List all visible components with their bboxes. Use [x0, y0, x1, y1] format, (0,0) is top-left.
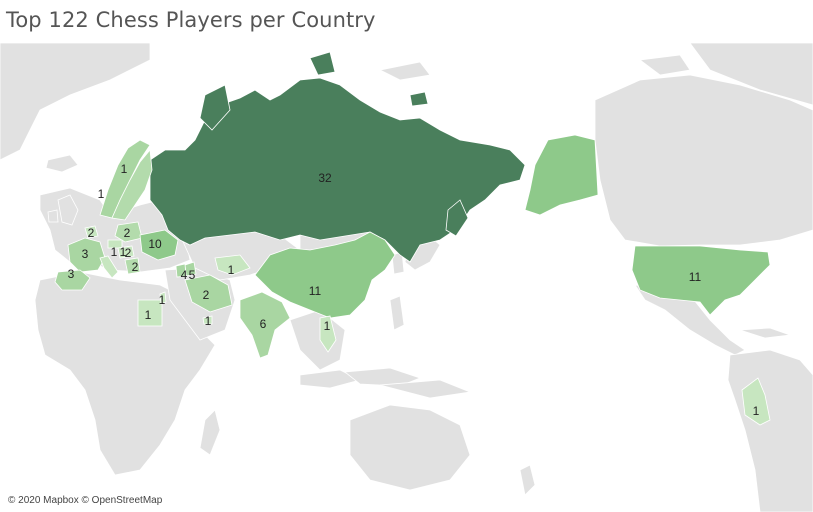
region-sweden[interactable] [111, 149, 153, 221]
region-alaska[interactable] [524, 134, 599, 216]
region-italy[interactable] [99, 255, 119, 279]
region-china[interactable] [254, 231, 396, 319]
region-hungary[interactable] [117, 245, 135, 259]
label-serbia: 2 [132, 260, 139, 274]
region-iran[interactable] [184, 274, 233, 313]
label-uzbekistan: 1 [228, 263, 235, 277]
label-iran: 2 [203, 288, 210, 302]
label-china: 11 [309, 284, 322, 298]
label-poland: 2 [124, 226, 131, 240]
region-spain[interactable] [54, 269, 91, 291]
region-poland[interactable] [114, 221, 143, 243]
label-hungary: 2 [125, 246, 132, 260]
region-netherlands[interactable] [84, 225, 99, 239]
region-india[interactable] [239, 291, 291, 359]
region-france[interactable] [67, 237, 106, 273]
label-russia: 32 [318, 171, 332, 185]
label-vietnam: 1 [324, 319, 331, 333]
region-uzbekistan[interactable] [214, 254, 251, 276]
region-ukraine[interactable] [139, 229, 179, 261]
map-canvas: 32 11 11 10 6 5 4 3 3 2 2 2 2 2 1 1 1 1 … [0, 43, 813, 512]
region-usa[interactable] [631, 245, 771, 316]
label-india: 6 [260, 317, 267, 331]
label-netherlands: 2 [88, 226, 95, 240]
region-israel[interactable] [159, 291, 167, 305]
value-labels: 32 11 11 10 6 5 4 3 3 2 2 2 2 2 1 1 1 1 … [68, 162, 760, 418]
region-egypt[interactable] [137, 299, 163, 327]
label-sweden: 1 [98, 187, 105, 201]
map-attribution[interactable]: © 2020 Mapbox © OpenStreetMap [8, 495, 163, 506]
label-czech: 1 [120, 245, 127, 259]
label-armenia: 5 [189, 268, 196, 282]
label-azerbaijan: 4 [181, 268, 188, 282]
region-uae[interactable] [202, 315, 213, 325]
label-ukraine: 10 [148, 237, 162, 251]
label-usa: 11 [689, 270, 702, 284]
label-peru: 1 [753, 404, 760, 418]
label-uae: 1 [205, 314, 212, 328]
choropleth-regions [54, 51, 771, 426]
label-norway: 1 [121, 162, 128, 176]
label-spain: 3 [68, 267, 75, 281]
choropleth-map[interactable]: 32 11 11 10 6 5 4 3 3 2 2 2 2 2 1 1 1 1 … [0, 43, 813, 512]
label-israel: 1 [159, 293, 166, 307]
region-azerbaijan[interactable] [175, 263, 187, 278]
region-serbia[interactable] [124, 257, 141, 275]
label-france: 3 [82, 247, 89, 261]
region-russia[interactable] [149, 77, 526, 263]
region-peru[interactable] [741, 377, 771, 426]
map-title: Top 122 Chess Players per Country [6, 8, 376, 32]
label-egypt: 1 [145, 308, 152, 322]
label-italy: 1 [111, 245, 118, 259]
region-vietnam[interactable] [319, 315, 337, 353]
